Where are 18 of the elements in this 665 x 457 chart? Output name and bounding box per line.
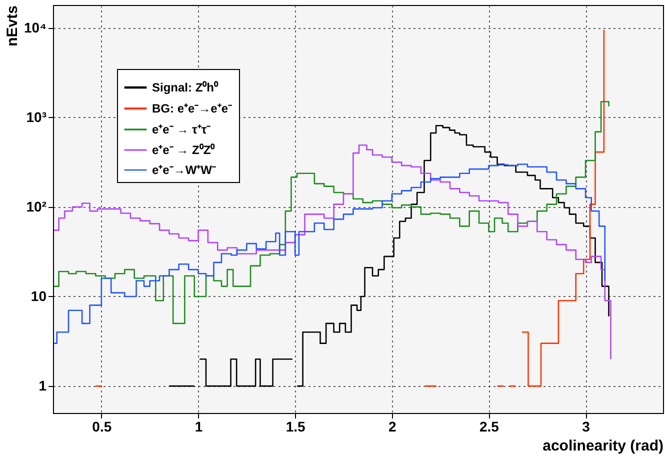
legend-label: Signal: Z⁰h⁰	[152, 80, 219, 94]
y-axis-title: nEvts	[4, 6, 22, 46]
x-tick-label: 2	[388, 418, 396, 434]
y-tick-label: 10³	[26, 108, 47, 125]
legend-label: e⁺e⁻ → τ⁺τ⁻	[152, 122, 211, 136]
y-tick-label: 10⁴	[24, 19, 47, 36]
x-tick-label: 1.5	[286, 418, 306, 434]
y-tick-label: 10²	[26, 198, 47, 214]
legend-label: e⁺e⁻→W⁺W⁻	[152, 163, 216, 177]
x-tick-label: 2.5	[479, 418, 500, 434]
y-tick-label: 1	[38, 378, 47, 394]
x-axis-title: acolinearity (rad)	[542, 438, 664, 454]
x-tick-label: 1	[194, 418, 203, 434]
legend-label: BG: e⁺e⁻→e⁺e⁻	[152, 102, 232, 116]
x-tick-label: 0.5	[92, 418, 112, 434]
legend-label: e⁺e⁻ → Z⁰Z⁰	[152, 143, 216, 157]
y-tick-label: 10	[30, 288, 47, 304]
x-tick-label: 3	[582, 418, 590, 434]
